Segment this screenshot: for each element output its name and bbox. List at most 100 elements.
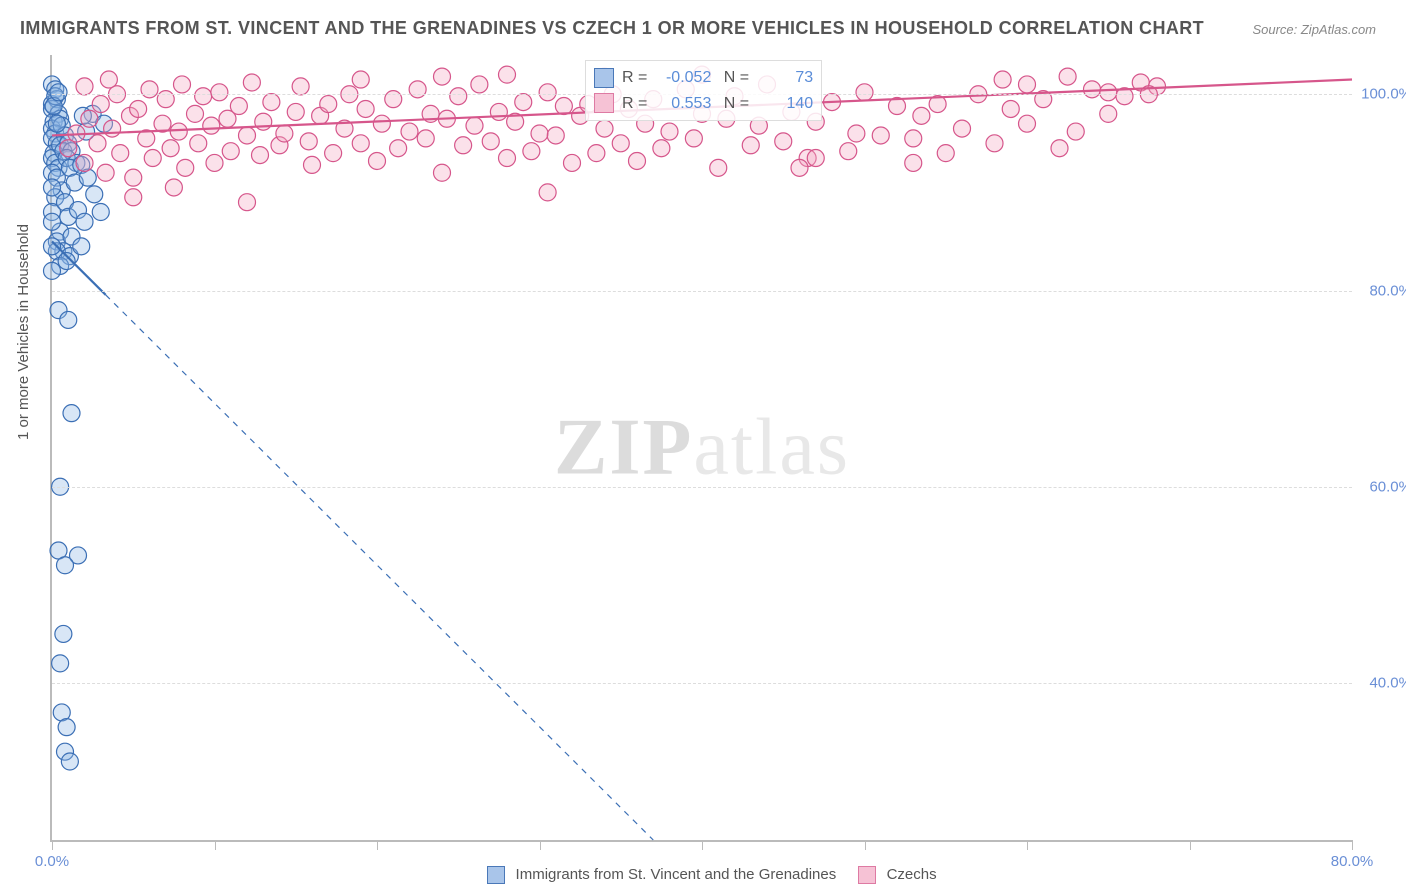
scatter-point: [86, 186, 103, 203]
scatter-point: [499, 66, 516, 83]
scatter-point: [287, 103, 304, 120]
scatter-point: [994, 71, 1011, 88]
scatter-point: [401, 123, 418, 140]
scatter-point: [325, 145, 342, 162]
ytick-label: 100.0%: [1361, 86, 1406, 103]
stat-r-value-1: 0.553: [655, 91, 711, 117]
scatter-point: [239, 127, 256, 144]
scatter-point: [55, 625, 72, 642]
source-label: Source: ZipAtlas.com: [1252, 22, 1376, 37]
scatter-point: [390, 140, 407, 157]
scatter-point: [304, 156, 321, 173]
scatter-point: [73, 238, 90, 255]
stat-n-label: N =: [719, 91, 749, 117]
scatter-point: [57, 557, 74, 574]
xtick: [377, 840, 378, 850]
scatter-point: [239, 194, 256, 211]
scatter-point: [44, 179, 61, 196]
scatter-point: [79, 169, 96, 186]
stats-swatch-series-0: [594, 68, 614, 88]
scatter-point: [523, 143, 540, 160]
scatter-point: [807, 150, 824, 167]
scatter-point: [174, 76, 191, 93]
scatter-point: [913, 107, 930, 124]
scatter-point: [177, 159, 194, 176]
scatter-point: [76, 154, 93, 171]
scatter-point: [612, 135, 629, 152]
xtick: [540, 840, 541, 850]
stats-row-series-0: R = -0.052 N = 73: [594, 65, 813, 91]
scatter-point: [840, 143, 857, 160]
scatter-point: [653, 140, 670, 157]
scatter-point: [434, 68, 451, 85]
scatter-point: [63, 405, 80, 422]
scatter-point: [1019, 76, 1036, 93]
scatter-point: [292, 78, 309, 95]
scatter-point: [629, 152, 646, 169]
scatter-point: [211, 84, 228, 101]
scatter-point: [276, 125, 293, 142]
scatter-point: [263, 94, 280, 111]
scatter-point: [848, 125, 865, 142]
scatter-point: [954, 120, 971, 137]
scatter-point: [144, 150, 161, 167]
scatter-point: [92, 204, 109, 221]
y-axis-label: 1 or more Vehicles in Household: [15, 224, 32, 440]
scatter-point: [60, 311, 77, 328]
scatter-point: [564, 154, 581, 171]
scatter-point: [539, 184, 556, 201]
scatter-point: [230, 98, 247, 115]
gridline-h: [52, 683, 1352, 684]
xtick: [1352, 840, 1353, 850]
scatter-point: [547, 127, 564, 144]
scatter-point: [165, 179, 182, 196]
scatter-point: [187, 105, 204, 122]
scatter-point: [76, 213, 93, 230]
scatter-point: [104, 120, 121, 137]
scatter-point: [170, 123, 187, 140]
scatter-point: [52, 655, 69, 672]
scatter-point: [1084, 81, 1101, 98]
scatter-point: [499, 150, 516, 167]
xtick: [1027, 840, 1028, 850]
scatter-point: [661, 123, 678, 140]
scatter-point: [44, 213, 61, 230]
scatter-point: [61, 753, 78, 770]
scatter-point: [222, 143, 239, 160]
scatter-point: [125, 189, 142, 206]
scatter-point: [710, 159, 727, 176]
plot-area: ZIPatlas 40.0%60.0%80.0%100.0%0.0%80.0%: [50, 55, 1352, 842]
stat-n-value-1: 140: [757, 91, 813, 117]
scatter-point: [76, 78, 93, 95]
scatter-point: [905, 154, 922, 171]
ytick-label: 60.0%: [1369, 478, 1406, 495]
scatter-point: [1002, 100, 1019, 117]
scatter-point: [905, 130, 922, 147]
scatter-point: [157, 91, 174, 108]
gridline-h: [52, 291, 1352, 292]
scatter-point: [125, 169, 142, 186]
scatter-point: [130, 100, 147, 117]
scatter-point: [490, 103, 507, 120]
xtick: [1190, 840, 1191, 850]
scatter-point: [539, 84, 556, 101]
scatter-point: [112, 145, 129, 162]
stats-legend: R = -0.052 N = 73 R = 0.553 N = 140: [585, 60, 822, 121]
stat-n-label: N =: [719, 65, 749, 91]
scatter-point: [434, 164, 451, 181]
scatter-point: [252, 147, 269, 164]
scatter-point: [190, 135, 207, 152]
scatter-point: [1019, 115, 1036, 132]
scatter-point: [937, 145, 954, 162]
scatter-point: [409, 81, 426, 98]
scatter-point: [555, 98, 572, 115]
scatter-point: [203, 117, 220, 134]
stat-n-value-0: 73: [757, 65, 813, 91]
scatter-point: [369, 152, 386, 169]
xtick: [52, 840, 53, 850]
scatter-point: [685, 130, 702, 147]
scatter-point: [357, 100, 374, 117]
scatter-point: [97, 164, 114, 181]
scatter-point: [44, 262, 61, 279]
scatter-point: [455, 137, 472, 154]
